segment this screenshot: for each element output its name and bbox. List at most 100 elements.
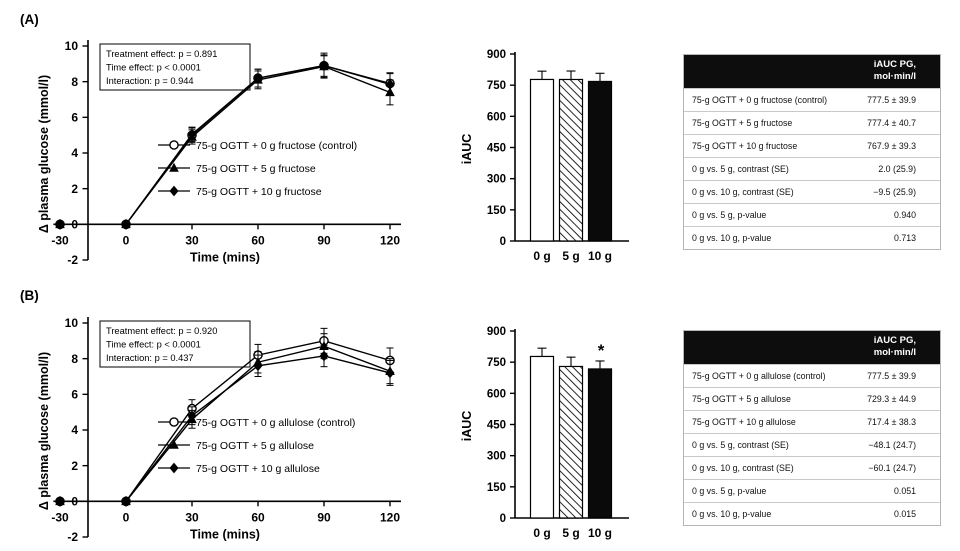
y-tick-label: 0 [500,513,506,525]
y-tick-label: 2 [71,182,78,196]
row-label: 75-g OGTT + 10 g allulose [692,416,796,427]
y-tick-label: 8 [71,352,78,366]
table-header: iAUC PG, mol·min/l [684,55,940,88]
stats-text: Treatment effect: p = 0.920 [106,326,217,336]
stats-text: Time effect: p < 0.0001 [106,63,201,73]
x-tick-label: 60 [251,233,265,247]
table-row: 0 g vs. 5 g, p-value 0.051 [684,478,940,502]
stats-text: Interaction: p = 0.437 [106,353,194,363]
x-axis-title: Time (mins) [190,527,260,541]
row-value: 717.4 ± 38.3 [867,416,916,427]
y-tick-label: 600 [487,388,506,400]
legend-label: 75-g OGTT + 5 g fructose [196,163,316,175]
row-value: −60.1 (24.7) [868,462,916,473]
marker-filled-diamond [253,360,263,372]
row-value: 0.713 [893,232,916,243]
row-value: −48.1 (24.7) [868,439,916,450]
y-axis-title: Δ plasma glucose (mmol/l) [37,75,51,233]
row-label: 0 g vs. 10 g, contrast (SE) [692,462,794,473]
x-tick-label: -30 [51,510,69,524]
x-tick-label: 0 [123,510,130,524]
stats-text: Treatment effect: p = 0.891 [106,49,217,59]
row-value: 777.4 ± 40.7 [867,117,916,128]
row-label: 75-g OGTT + 5 g allulose [692,393,791,404]
stats-text: Interaction: p = 0.944 [106,76,194,86]
table-row: 0 g vs. 5 g, contrast (SE) 2.0 (25.9) [684,156,940,180]
row-label: 0 g vs. 5 g, p-value [692,485,767,496]
legend-label: 75-g OGTT + 10 g allulose [196,463,320,475]
marker-filled-diamond [55,218,65,230]
row-value: 0.051 [893,485,916,496]
row-value: −9.5 (25.9) [873,186,916,197]
x-tick-label: 5 g [562,526,579,540]
bar-10g [587,80,613,242]
table-row: 75-g OGTT + 10 g allulose 717.4 ± 38.3 [684,409,940,433]
marker-filled-diamond [187,410,197,422]
y-tick-label: 300 [487,451,506,463]
row-label: 75-g OGTT + 0 g allulose (control) [692,370,826,381]
bar-10g [587,368,613,519]
legend: 75-g OGTT + 0 g fructose (control) 75-g O… [158,140,357,198]
y-tick-label: 10 [65,39,79,53]
y-tick-label: 0 [500,236,506,248]
stats-box-border [99,320,251,368]
table-header: iAUC PG, mol·min/l [684,331,940,364]
row-label: 0 g vs. 10 g, p-value [692,232,772,243]
marker-filled-diamond [187,128,197,140]
panel-a-label: (A) [20,12,39,27]
legend-label: 75-g OGTT + 5 g allulose [196,440,314,452]
y-tick-label: 750 [487,80,506,92]
stats-text: Time effect: p < 0.0001 [106,340,201,350]
row-label: 0 g vs. 10 g, contrast (SE) [692,186,794,197]
table-row: 0 g vs. 10 g, p-value 0.713 [684,225,940,249]
marker-filled-diamond [385,78,395,90]
row-value: 2.0 (25.9) [878,163,916,174]
table-row: 75-g OGTT + 10 g fructose 767.9 ± 39.3 [684,133,940,157]
y-tick-label: 6 [71,111,78,125]
legend-label: 75-g OGTT + 0 g allulose (control) [196,417,355,429]
series-2 [55,344,395,507]
results-table-B: iAUC PG, mol·min/l 75-g OGTT + 0 g allulos… [683,330,941,526]
table-row: 0 g vs. 5 g, p-value 0.940 [684,202,940,226]
row-label: 75-g OGTT + 10 g fructose [692,140,798,151]
x-tick-label: -30 [51,233,69,247]
marker-filled-triangle [169,439,179,449]
stats-box: Treatment effect: p = 0.891 Time effect: … [99,43,251,91]
x-tick-label: 120 [380,233,400,247]
x-tick-label: 5 g [562,249,579,263]
bar-0g [529,78,555,242]
marker-filled-diamond [253,72,263,84]
y-axis-title: Δ plasma glucose (mmol/l) [37,352,51,510]
marker-filled-diamond [319,350,329,362]
table-row: 75-g OGTT + 5 g allulose 729.3 ± 44.9 [684,386,940,410]
marker-filled-diamond [121,218,131,230]
y-tick-label: 450 [487,420,506,432]
y-tick-label: 8 [71,75,78,89]
table-row: 0 g vs. 5 g, contrast (SE) −48.1 (24.7) [684,432,940,456]
marker-filled-triangle [169,162,179,172]
x-tick-label: 90 [317,233,331,247]
x-tick-label: 30 [185,510,199,524]
marker-filled-diamond [169,185,179,197]
marker-open-circle [169,417,179,427]
y-tick-label: 6 [71,388,78,402]
y-tick-label: 300 [487,174,506,186]
row-label: 0 g vs. 5 g, contrast (SE) [692,163,789,174]
x-tick-label: 10 g [588,249,612,263]
bar-chart-B: iAUC 0 150 300 450 600 750 900 0 g 5 g * 10 g [460,326,629,540]
marker-filled-diamond [121,495,131,507]
legend-label: 75-g OGTT + 0 g fructose (control) [196,140,357,152]
table-header-line: mol·min/l [873,71,916,83]
table-row: 0 g vs. 10 g, contrast (SE) −9.5 (25.9) [684,179,940,203]
table-row: 0 g vs. 10 g, p-value 0.015 [684,501,940,525]
x-tick-label: 0 [123,233,130,247]
y-tick-label: 900 [487,326,506,338]
x-tick-label: 120 [380,510,400,524]
x-tick-label: 90 [317,510,331,524]
row-value: 767.9 ± 39.3 [867,140,916,151]
x-tick-label: 0 g [533,249,550,263]
row-value: 777.5 ± 39.9 [867,370,916,381]
